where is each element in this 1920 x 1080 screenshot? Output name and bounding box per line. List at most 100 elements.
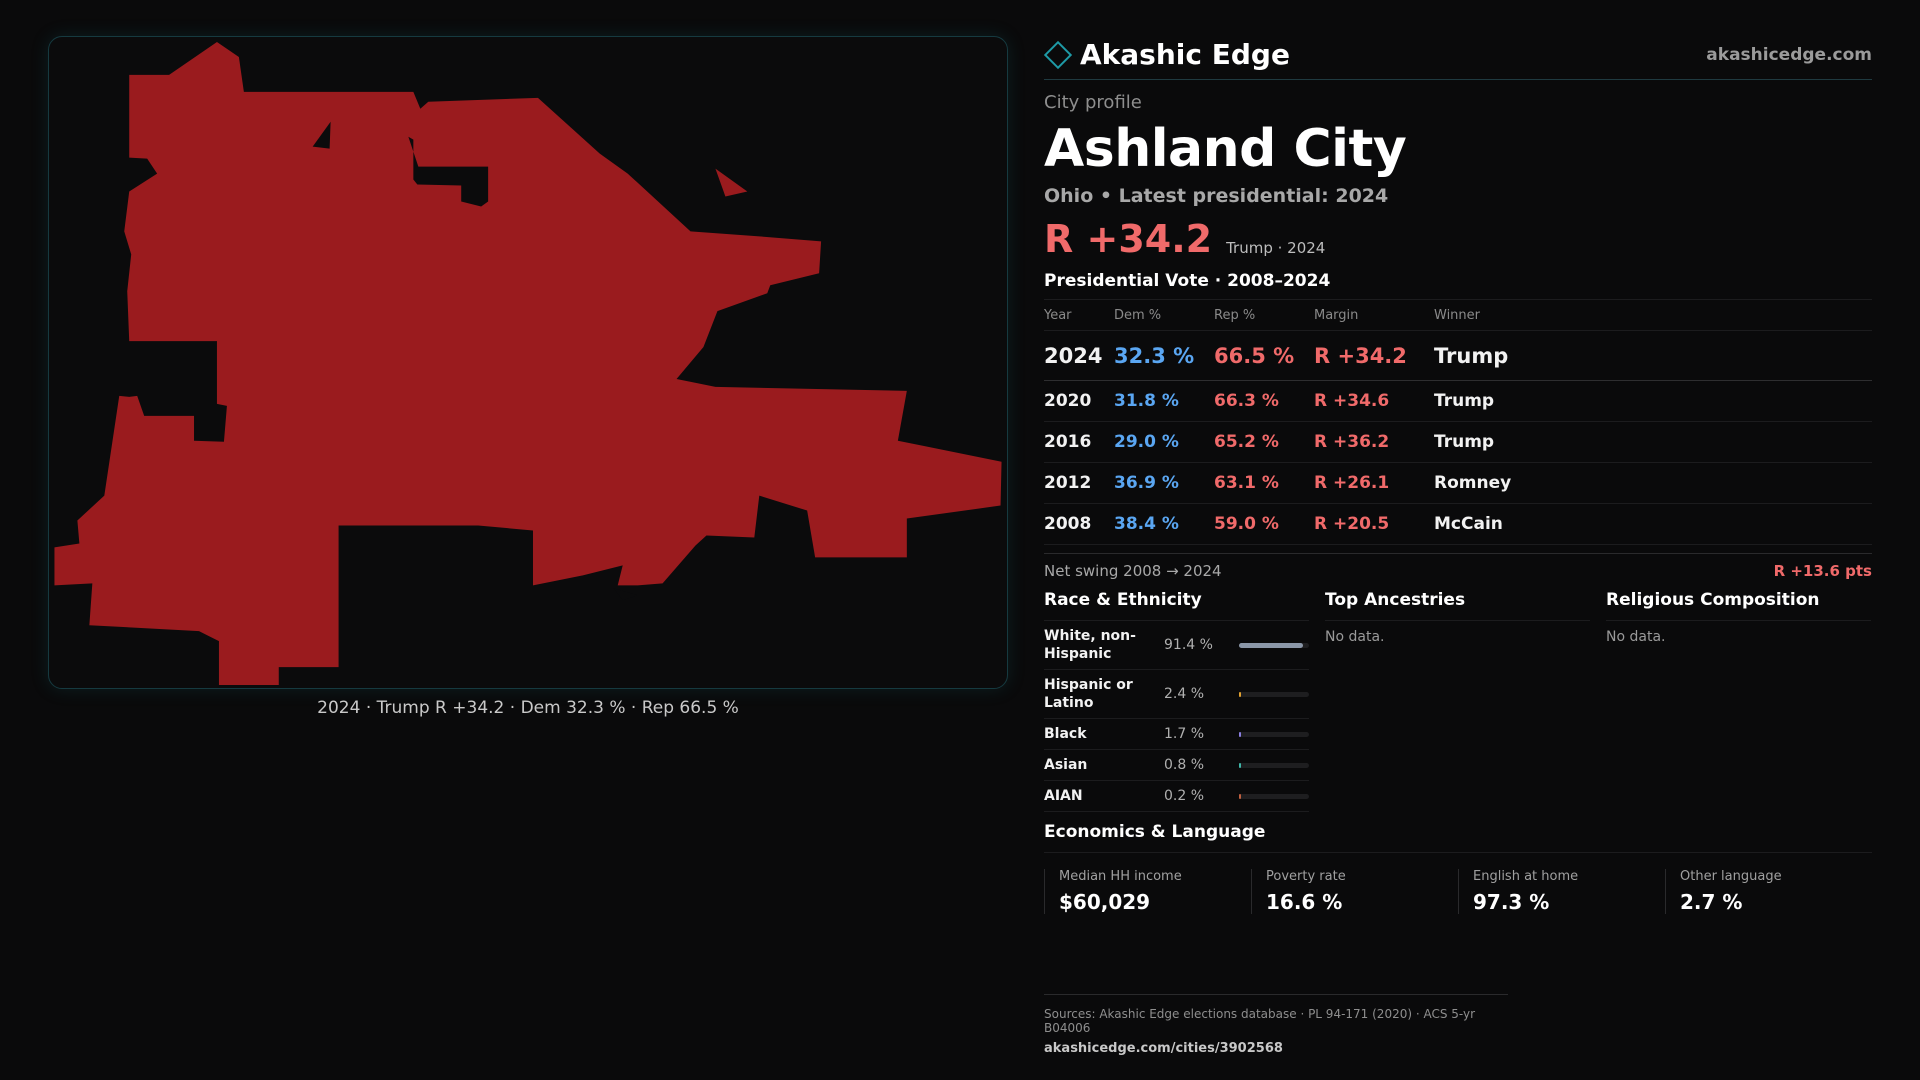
city-boundary-map[interactable] — [48, 36, 1008, 689]
race-row: White, non-Hispanic 91.4 % — [1044, 621, 1309, 670]
economics-stats: Median HH income $60,029 Poverty rate 16… — [1044, 869, 1872, 914]
race-row: AIAN 0.2 % — [1044, 781, 1309, 812]
stat-english-at-home: English at home 97.3 % — [1458, 869, 1665, 914]
cell-rep: 66.3 % — [1214, 380, 1314, 422]
cell-dem: 31.8 % — [1114, 380, 1214, 422]
cell-rep: 66.5 % — [1214, 330, 1314, 381]
stat-median-income: Median HH income $60,029 — [1044, 869, 1251, 914]
table-row: 2008 38.4 % 59.0 % R +20.5 McCain — [1044, 503, 1872, 545]
race-bar-fill — [1239, 762, 1242, 768]
race-label: Hispanic or Latino — [1044, 677, 1133, 711]
cell-margin: R +26.1 — [1314, 462, 1434, 504]
sources-text: Sources: Akashic Edge elections database… — [1044, 1007, 1476, 1035]
race-label: White, non-Hispanic — [1044, 628, 1136, 662]
stat-value: 2.7 % — [1680, 890, 1743, 914]
stat-label: English at home — [1473, 869, 1579, 884]
race-bar-fill — [1239, 731, 1242, 737]
col-header-rep: Rep % — [1214, 299, 1314, 331]
ancestries-empty: No data. — [1325, 629, 1385, 645]
race-pct: 1.7 % — [1164, 726, 1205, 742]
race-bar — [1239, 762, 1309, 768]
table-row: 2012 36.9 % 63.1 % R +26.1 Romney — [1044, 462, 1872, 504]
race-label: Asian — [1044, 757, 1088, 773]
col-header-margin: Margin — [1314, 299, 1434, 331]
latest-margin: R +34.2 Trump · 2024 — [1044, 219, 1872, 259]
race-ethnicity-panel: Race & Ethnicity White, non-Hispanic 91.… — [1044, 590, 1309, 812]
demographics-section: Race & Ethnicity White, non-Hispanic 91.… — [1044, 590, 1872, 812]
site-link[interactable]: akashicedge.com — [1706, 44, 1872, 65]
latest-margin-value: R +34.2 — [1044, 217, 1213, 261]
net-swing-label: Net swing 2008 → 2024 — [1044, 562, 1222, 580]
col-header-winner: Winner — [1434, 299, 1872, 331]
race-row: Asian 0.8 % — [1044, 750, 1309, 781]
race-ethnicity-title: Race & Ethnicity — [1044, 590, 1309, 621]
cell-winner: Trump — [1434, 421, 1872, 463]
city-boundary-notch — [613, 588, 638, 601]
religion-title: Religious Composition — [1606, 590, 1871, 621]
cell-margin: R +20.5 — [1314, 503, 1434, 545]
religion-panel: Religious Composition No data. — [1606, 590, 1871, 812]
cell-margin: R +34.6 — [1314, 380, 1434, 422]
brand-header: Akashic Edge akashicedge.com — [1043, 30, 1872, 80]
stat-label: Other language — [1680, 869, 1782, 884]
stat-value: $60,029 — [1059, 890, 1151, 914]
cell-dem: 32.3 % — [1114, 330, 1214, 381]
race-row: Hispanic or Latino 2.4 % — [1044, 670, 1309, 719]
table-row: 2016 29.0 % 65.2 % R +36.2 Trump — [1044, 421, 1872, 463]
net-swing-value: R +13.6 pts — [1773, 562, 1872, 580]
city-title: Ashland City — [1044, 119, 1407, 179]
race-list: White, non-Hispanic 91.4 % Hispanic or L… — [1044, 621, 1309, 812]
race-bar — [1239, 731, 1309, 737]
page-kicker: City profile — [1044, 92, 1142, 113]
cell-dem: 36.9 % — [1114, 462, 1214, 504]
cell-year: 2008 — [1044, 503, 1114, 545]
ancestries-title: Top Ancestries — [1325, 590, 1590, 621]
race-row: Black 1.7 % — [1044, 719, 1309, 750]
race-pct: 91.4 % — [1164, 637, 1213, 653]
stat-label: Poverty rate — [1266, 869, 1346, 884]
table-header-row: Year Dem % Rep % Margin Winner — [1044, 299, 1872, 331]
race-bar-fill — [1239, 793, 1242, 799]
table-row: 2024 32.3 % 66.5 % R +34.2 Trump — [1044, 330, 1872, 381]
net-swing: Net swing 2008 → 2024 R +13.6 pts — [1044, 553, 1872, 580]
cell-winner: Trump — [1434, 330, 1872, 381]
cell-year: 2020 — [1044, 380, 1114, 422]
stat-poverty-rate: Poverty rate 16.6 % — [1251, 869, 1458, 914]
map-caption: 2024 · Trump R +34.2 · Dem 32.3 % · Rep … — [317, 698, 739, 718]
cell-rep: 65.2 % — [1214, 421, 1314, 463]
cell-winner: McCain — [1434, 503, 1872, 545]
city-subline: Ohio • Latest presidential: 2024 — [1044, 185, 1389, 207]
city-boundary-shape[interactable] — [54, 41, 1002, 686]
diamond-logo-icon — [1043, 40, 1073, 69]
race-label: Black — [1044, 726, 1087, 742]
cell-year: 2024 — [1044, 330, 1114, 381]
race-pct: 2.4 % — [1164, 686, 1205, 702]
stat-label: Median HH income — [1059, 869, 1182, 884]
race-pct: 0.8 % — [1164, 757, 1205, 773]
sources-link[interactable]: akashicedge.com/cities/3902568 — [1044, 1041, 1283, 1056]
cell-year: 2016 — [1044, 421, 1114, 463]
race-bar — [1239, 691, 1309, 697]
col-header-year: Year — [1044, 299, 1114, 331]
cell-rep: 59.0 % — [1214, 503, 1314, 545]
brand[interactable]: Akashic Edge — [1043, 38, 1290, 71]
race-bar — [1239, 793, 1309, 799]
city-profile-panel: Akashic Edge akashicedge.com City profil… — [1043, 30, 1872, 914]
race-bar-fill — [1239, 642, 1303, 648]
race-bar — [1239, 642, 1309, 648]
race-bar-fill — [1239, 691, 1242, 697]
stat-other-language: Other language 2.7 % — [1665, 869, 1872, 914]
cell-margin: R +34.2 — [1314, 330, 1434, 381]
cell-margin: R +36.2 — [1314, 421, 1434, 463]
city-boundary-svg — [54, 41, 1002, 686]
table-row: 2020 31.8 % 66.3 % R +34.6 Trump — [1044, 380, 1872, 422]
stat-value: 16.6 % — [1266, 890, 1343, 914]
stat-value: 97.3 % — [1473, 890, 1550, 914]
latest-margin-note: Trump · 2024 — [1226, 239, 1326, 257]
religion-empty: No data. — [1606, 629, 1666, 645]
cell-dem: 38.4 % — [1114, 503, 1214, 545]
cell-dem: 29.0 % — [1114, 421, 1214, 463]
col-header-dem: Dem % — [1114, 299, 1214, 331]
ancestries-panel: Top Ancestries No data. — [1325, 590, 1590, 812]
cell-rep: 63.1 % — [1214, 462, 1314, 504]
